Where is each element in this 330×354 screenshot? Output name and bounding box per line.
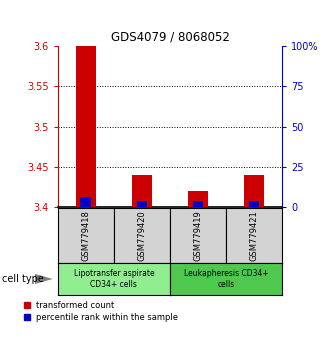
Text: GSM779420: GSM779420	[137, 210, 147, 261]
Legend: transformed count, percentile rank within the sample: transformed count, percentile rank withi…	[24, 301, 179, 322]
Bar	[188, 191, 208, 207]
Bar	[193, 201, 203, 207]
Bar	[244, 175, 264, 207]
Bar	[132, 175, 152, 207]
Bar	[249, 201, 259, 207]
Polygon shape	[35, 274, 53, 284]
Bar	[76, 46, 96, 207]
Title: GDS4079 / 8068052: GDS4079 / 8068052	[111, 30, 229, 44]
Text: Lipotransfer aspirate
CD34+ cells: Lipotransfer aspirate CD34+ cells	[74, 269, 154, 289]
Bar	[81, 198, 91, 207]
Text: GSM779419: GSM779419	[193, 210, 203, 261]
Text: Leukapheresis CD34+
cells: Leukapheresis CD34+ cells	[184, 269, 268, 289]
Text: cell type: cell type	[2, 274, 44, 284]
Text: GSM779418: GSM779418	[81, 210, 90, 261]
Bar	[137, 201, 147, 207]
Text: GSM779421: GSM779421	[249, 210, 259, 261]
